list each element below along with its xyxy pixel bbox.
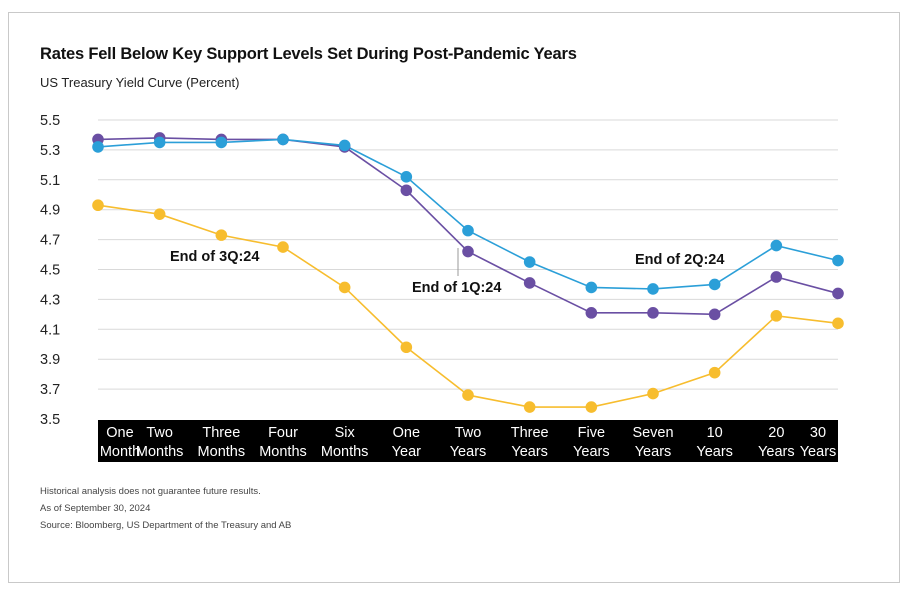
y-tick-label: 4.3	[40, 292, 60, 308]
data-point	[338, 281, 351, 294]
data-point	[400, 184, 413, 197]
x-tick-label: Months	[198, 444, 246, 460]
data-point	[92, 141, 104, 153]
data-point	[647, 387, 659, 400]
x-tick-label: Two	[455, 425, 482, 441]
y-tick-label: 4.7	[40, 233, 60, 249]
x-tick-label: Months	[259, 444, 307, 460]
x-tick-label: Four	[268, 425, 298, 441]
y-tick-label: 4.5	[40, 263, 60, 279]
data-point	[462, 245, 474, 258]
x-tick-label: 20	[768, 425, 784, 441]
x-tick-label: Year	[392, 444, 421, 460]
series-line	[97, 138, 839, 290]
x-tick-label: One	[393, 425, 420, 441]
x-tick-label: Three	[511, 425, 549, 441]
x-axis-band	[98, 420, 838, 462]
data-point	[708, 308, 721, 321]
y-tick-label: 3.5	[40, 412, 60, 428]
data-point	[215, 229, 228, 241]
data-point	[338, 139, 351, 152]
data-point	[462, 224, 474, 237]
x-tick-label: Years	[800, 444, 837, 460]
data-point	[153, 208, 166, 220]
chart-frame	[8, 12, 900, 583]
data-point	[92, 199, 104, 212]
x-tick-label: Years	[635, 444, 672, 460]
data-point	[400, 171, 413, 183]
y-tick-label: 4.1	[40, 322, 60, 338]
data-point	[647, 307, 659, 319]
x-tick-label: Years	[450, 444, 487, 460]
x-tick-label: Six	[335, 425, 356, 441]
source-note: Source: Bloomberg, US Department of the …	[40, 520, 292, 531]
x-tick-label: Years	[573, 444, 610, 460]
date-note: As of September 30, 2024	[40, 503, 151, 514]
disclaimer-note: Historical analysis does not guarantee f…	[40, 486, 261, 497]
data-point	[153, 136, 166, 149]
data-point	[647, 283, 659, 295]
y-tick-label: 4.9	[40, 203, 60, 219]
x-tick-label: Five	[578, 425, 605, 441]
x-tick-label: Two	[146, 425, 173, 441]
data-point	[400, 341, 413, 354]
x-tick-label: Years	[758, 444, 795, 460]
x-tick-label: Three	[202, 425, 240, 441]
x-tick-label: Years	[696, 444, 733, 460]
x-tick-label: Months	[321, 444, 369, 460]
chart-subtitle: US Treasury Yield Curve (Percent)	[40, 75, 240, 90]
data-point	[462, 389, 474, 401]
data-point	[523, 277, 536, 289]
x-tick-label: 10	[707, 425, 723, 441]
data-point	[523, 401, 536, 413]
x-tick-label: Years	[511, 444, 548, 460]
chart-title: Rates Fell Below Key Support Levels Set …	[40, 45, 577, 63]
data-point	[832, 287, 844, 300]
data-point	[215, 136, 228, 149]
data-point	[832, 254, 844, 267]
data-point	[708, 278, 721, 291]
series-label: End of 3Q:24	[170, 249, 259, 265]
data-point	[585, 307, 598, 319]
x-tick-label: Seven	[632, 425, 673, 441]
data-point	[770, 310, 783, 322]
data-point	[585, 281, 598, 294]
data-point	[708, 366, 721, 379]
series-label: End of 1Q:24	[412, 280, 501, 296]
series-label: End of 2Q:24	[635, 252, 724, 268]
data-point	[277, 133, 289, 146]
y-tick-label: 3.7	[40, 382, 60, 398]
data-point	[770, 271, 783, 283]
x-tick-label: One	[106, 425, 133, 441]
y-tick-label: 3.9	[40, 352, 60, 368]
data-point	[523, 256, 536, 268]
y-tick-label: 5.3	[40, 143, 60, 159]
data-point	[277, 241, 289, 253]
data-point	[770, 239, 783, 252]
y-tick-label: 5.1	[40, 173, 60, 189]
x-tick-label: Month	[100, 444, 140, 460]
x-tick-label: Months	[136, 444, 184, 460]
x-tick-label: 30	[810, 425, 826, 441]
data-point	[832, 317, 844, 330]
y-tick-label: 5.5	[40, 113, 60, 129]
data-point	[585, 401, 598, 413]
